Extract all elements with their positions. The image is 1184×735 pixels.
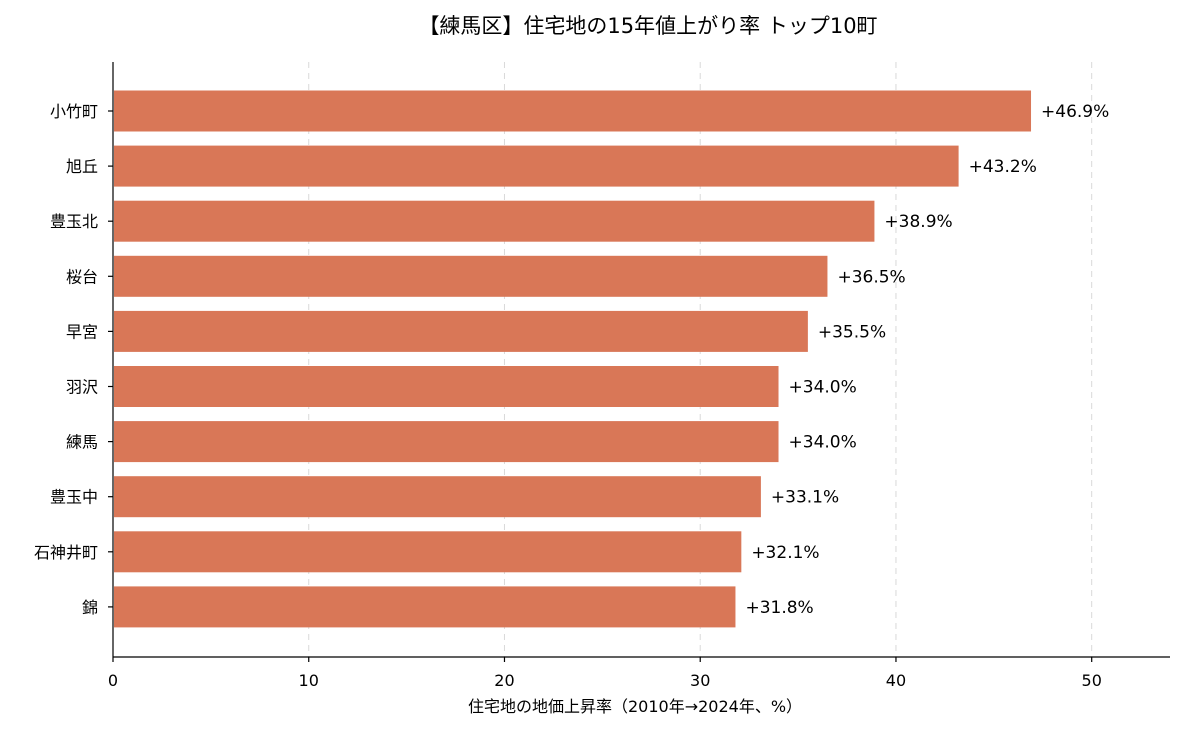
value-label-2: +43.2% xyxy=(969,157,1037,177)
bar-10 xyxy=(114,586,736,628)
value-label-9: +32.1% xyxy=(751,543,819,563)
value-label-5: +35.5% xyxy=(818,322,886,342)
value-label-7: +34.0% xyxy=(789,433,857,453)
bar-1 xyxy=(114,90,1032,132)
category-label-9: 石神井町 xyxy=(34,543,98,562)
bar-8 xyxy=(114,476,761,518)
bar-4 xyxy=(114,255,828,297)
category-label-4: 桜台 xyxy=(66,267,98,286)
value-label-3: +38.9% xyxy=(884,212,952,232)
x-tick-label-20: 20 xyxy=(494,671,514,690)
x-axis-ticks: 0 10 20 30 40 50 xyxy=(108,657,1102,690)
category-label-5: 早宮 xyxy=(66,322,98,341)
bar-7 xyxy=(114,421,779,463)
value-label-10: +31.8% xyxy=(745,598,813,618)
bar-6 xyxy=(114,366,779,407)
category-label-7: 練馬 xyxy=(66,433,98,452)
bar-9 xyxy=(114,531,742,573)
x-tick-label-30: 30 xyxy=(690,671,710,690)
x-tick-label-0: 0 xyxy=(108,671,118,690)
value-label-8: +33.1% xyxy=(771,488,839,508)
category-label-1: 小竹町 xyxy=(50,102,98,121)
bars-group xyxy=(114,90,1032,628)
x-tick-label-10: 10 xyxy=(299,671,319,690)
chart-title: 【練馬区】住宅地の15年値上がり率 トップ10町 xyxy=(418,14,877,38)
x-tick-label-40: 40 xyxy=(886,671,906,690)
x-tick-label-50: 50 xyxy=(1082,671,1102,690)
category-label-2: 旭丘 xyxy=(66,157,98,176)
bar-5 xyxy=(114,310,808,352)
category-label-10: 錦 xyxy=(82,598,98,617)
value-label-6: +34.0% xyxy=(789,378,857,398)
value-label-4: +36.5% xyxy=(837,267,905,287)
category-label-6: 羽沢 xyxy=(66,378,98,397)
bar-3 xyxy=(114,200,875,242)
category-label-3: 豊玉北 xyxy=(50,212,98,231)
value-labels: +46.9% +43.2% +38.9% +36.5% +35.5% +34.0% +34.… xyxy=(745,102,1109,618)
category-label-8: 豊玉中 xyxy=(50,488,98,507)
x-axis-label: 住宅地の地価上昇率（2010年→2024年、%） xyxy=(468,697,802,716)
bar-2 xyxy=(114,145,959,187)
value-label-1: +46.9% xyxy=(1041,102,1109,122)
